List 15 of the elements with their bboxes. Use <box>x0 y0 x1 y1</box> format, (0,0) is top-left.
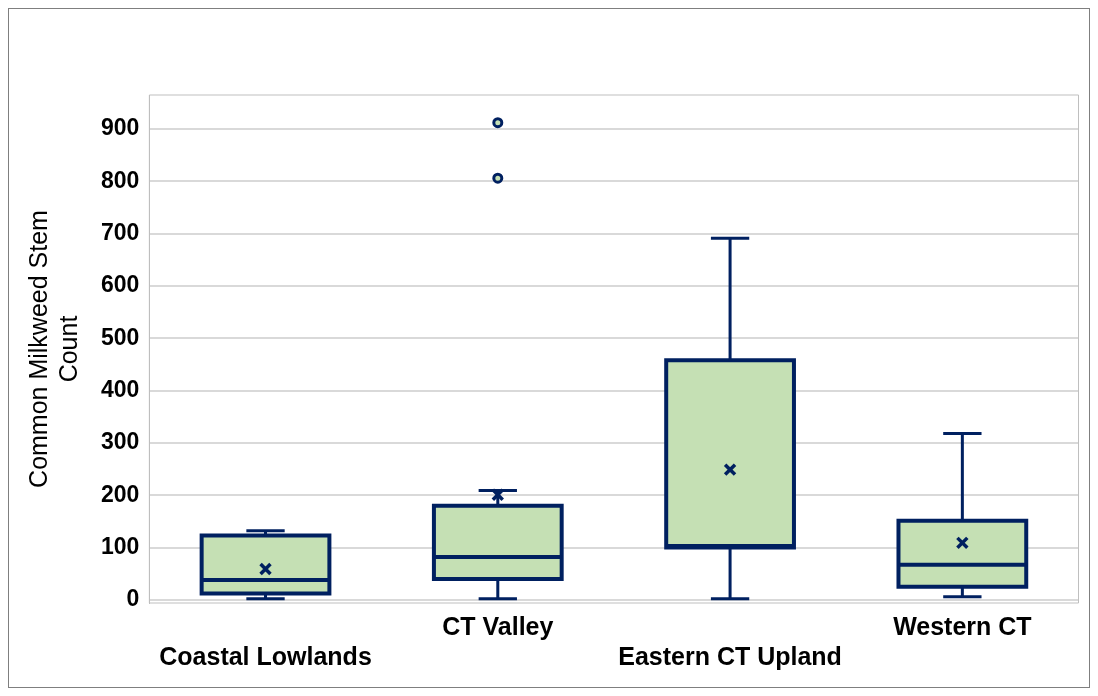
y-tick-label: 700 <box>101 218 140 245</box>
y-tick-label: 800 <box>101 166 140 193</box>
y-axis-title: Common Milkweed Stem Count <box>23 210 82 488</box>
y-tick-label: 500 <box>101 323 140 350</box>
x-tick-label: Western CT <box>893 611 1032 640</box>
y-tick-label: 900 <box>101 114 140 141</box>
y-tick-label: 100 <box>101 532 140 559</box>
y-tick-label: 0 <box>126 585 140 612</box>
x-tick-label: Eastern CT Upland <box>618 641 842 670</box>
y-tick-label: 200 <box>101 480 140 507</box>
y-tick-label: 400 <box>101 375 140 402</box>
y-tick-label: 300 <box>101 428 140 455</box>
x-tick-label: Coastal Lowlands <box>159 641 372 670</box>
x-tick-label: CT Valley <box>442 611 554 640</box>
y-tick-label: 600 <box>101 271 140 298</box>
